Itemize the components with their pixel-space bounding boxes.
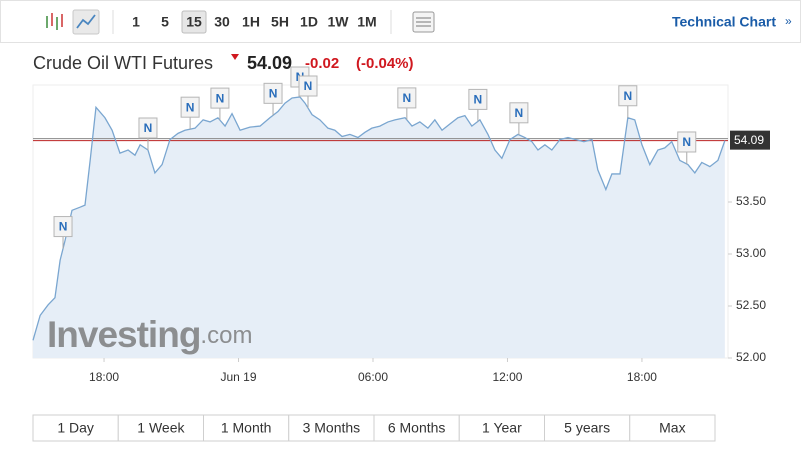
down-arrow <box>231 54 239 60</box>
range-label: 1 Year <box>482 420 522 436</box>
interval-button[interactable]: 1W <box>328 14 350 30</box>
x-tick-label: 18:00 <box>89 370 119 384</box>
watermark-brand: Investing <box>47 314 200 355</box>
toolbar <box>0 0 801 43</box>
chevron-icon: » <box>785 14 792 28</box>
range-button[interactable] <box>544 414 631 442</box>
price-change-percent: (-0.04%) <box>356 55 414 72</box>
range-label: Max <box>659 420 685 436</box>
news-flag[interactable] <box>53 216 73 238</box>
news-flag-label: N <box>216 91 225 105</box>
range-label: 3 Months <box>303 420 361 436</box>
interval-button[interactable]: 15 <box>186 14 202 30</box>
y-tick-label: 53.00 <box>736 246 766 260</box>
news-flag-label: N <box>186 100 195 114</box>
interval-button[interactable]: 1D <box>300 14 318 30</box>
technical-chart-link[interactable]: Technical Chart <box>672 14 776 30</box>
price-change: -0.02 <box>305 55 339 72</box>
interval-button[interactable]: 1 <box>132 14 140 30</box>
range-label: 6 Months <box>388 420 446 436</box>
range-bar: 1 Day 1 Week 1 Month 3 Months 6 Months 1 Year… <box>32 414 716 442</box>
news-flag[interactable] <box>677 131 697 153</box>
y-tick-label: 53.50 <box>736 194 766 208</box>
price-line <box>32 96 726 341</box>
range-button[interactable] <box>32 414 119 442</box>
y-tick-label: 52.50 <box>736 298 766 312</box>
x-tick-label: 18:00 <box>627 370 657 384</box>
range-label: 1 Month <box>221 420 272 436</box>
interval-button[interactable]: 30 <box>214 14 230 30</box>
y-tick-label: 52.00 <box>736 350 766 364</box>
news-flag-label: N <box>474 93 483 107</box>
table-icon[interactable] <box>412 11 435 33</box>
news-flag-label: N <box>682 135 691 149</box>
range-label: 5 years <box>564 420 610 436</box>
range-button[interactable] <box>458 414 545 442</box>
news-flag[interactable] <box>468 88 488 110</box>
news-flag-label: N <box>402 91 411 105</box>
news-flag[interactable] <box>298 75 318 97</box>
news-flag[interactable] <box>180 96 200 118</box>
range-label: 1 Day <box>57 420 94 436</box>
interval-button[interactable]: 1H <box>242 14 260 30</box>
news-flag-label: N <box>144 121 153 135</box>
interval-button[interactable]: 5H <box>271 14 289 30</box>
news-flag-label: N <box>304 79 313 93</box>
news-flag-label: N <box>59 220 68 234</box>
x-tick-label: Jun 19 <box>221 370 257 384</box>
range-button[interactable] <box>373 414 460 442</box>
news-flag-label: N <box>269 87 278 101</box>
instrument-title: Crude Oil WTI Futures <box>33 53 213 73</box>
last-price-label: 54.09 <box>734 133 764 147</box>
interval-button[interactable]: 5 <box>161 14 169 30</box>
interval-button[interactable]: 1M <box>357 14 376 30</box>
news-flag[interactable] <box>397 87 417 109</box>
news-flag[interactable] <box>263 82 283 104</box>
interval-active <box>181 10 207 34</box>
range-label: 1 Week <box>137 420 185 436</box>
price: 54.09 <box>247 53 292 73</box>
line-icon <box>76 14 96 29</box>
watermark: Investing.com <box>47 314 252 355</box>
plot: 52.00 52.50 53.00 53.50 18:00 Jun 19 06:00 12:0… <box>32 66 770 384</box>
news-flag-label: N <box>623 89 632 103</box>
last-price-box <box>730 130 770 150</box>
range-button[interactable] <box>629 414 716 442</box>
news-flag[interactable] <box>210 87 230 109</box>
area-fill <box>33 96 725 359</box>
news-flag-label: N <box>515 106 524 120</box>
x-tick-label: 06:00 <box>358 370 388 384</box>
x-tick-label: 12:00 <box>492 370 522 384</box>
watermark-suffix: .com <box>200 322 252 349</box>
range-button[interactable] <box>288 414 375 442</box>
candlestick-icon[interactable] <box>46 13 63 30</box>
news-flag[interactable] <box>509 102 529 124</box>
news-flag[interactable] <box>618 85 638 107</box>
news-flag[interactable] <box>138 117 158 139</box>
